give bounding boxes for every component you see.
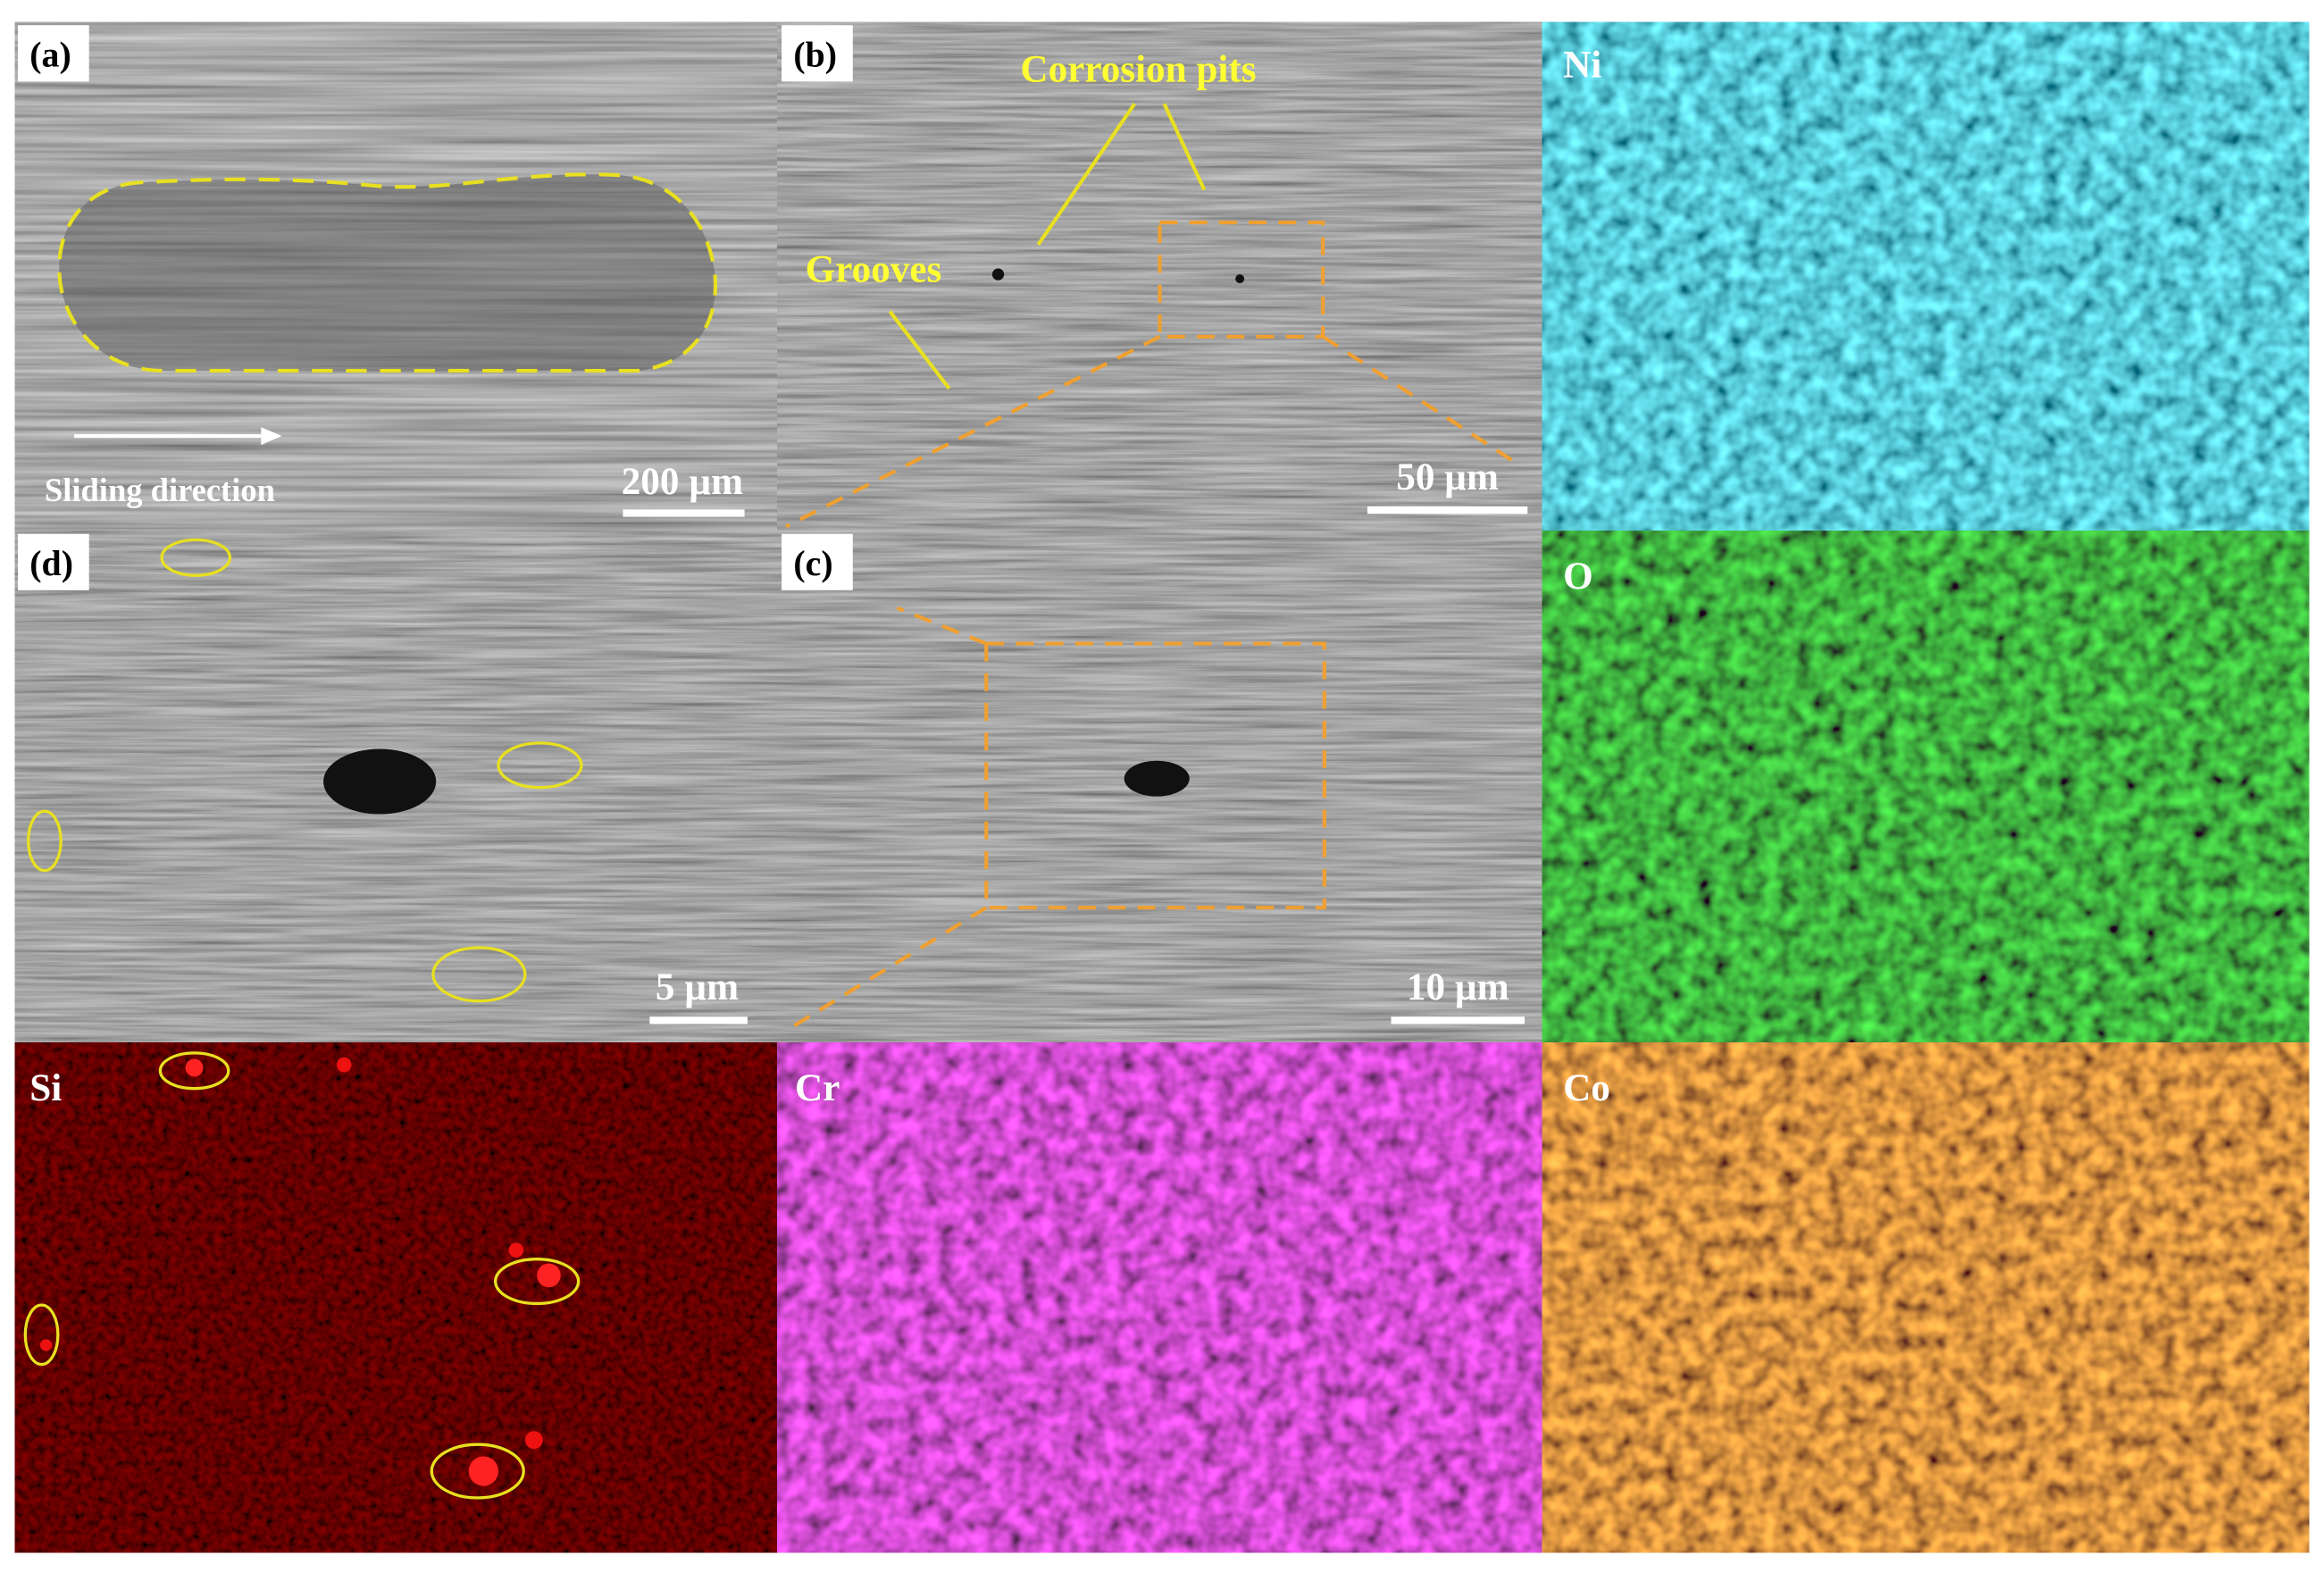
element-label: Si bbox=[29, 1067, 62, 1109]
element-label: O bbox=[1563, 556, 1593, 598]
si-spot bbox=[524, 1431, 543, 1450]
pit bbox=[991, 268, 1005, 280]
pit bbox=[1124, 760, 1190, 797]
si-spot bbox=[468, 1456, 498, 1486]
ni-map bbox=[1542, 21, 2310, 531]
zoom-line bbox=[785, 906, 988, 1033]
cr-map bbox=[777, 1042, 1542, 1553]
zoom-box bbox=[1158, 220, 1325, 339]
arrow-head bbox=[261, 427, 282, 446]
panel-label: (a) bbox=[29, 35, 71, 75]
highlight-ellipse bbox=[497, 741, 583, 790]
o-map bbox=[1542, 531, 2310, 1043]
highlight-ellipse bbox=[493, 1258, 581, 1306]
element-label: Cr bbox=[795, 1067, 840, 1109]
arrow bbox=[1162, 103, 1207, 191]
element-label: Co bbox=[1563, 1067, 1610, 1109]
zoom-line bbox=[785, 335, 1161, 529]
zoom-box bbox=[984, 641, 1326, 910]
label-box bbox=[782, 533, 853, 590]
si-spot bbox=[337, 1057, 352, 1073]
element-label: Ni bbox=[1563, 44, 1601, 86]
highlight-ellipse bbox=[26, 809, 63, 873]
scale-bar-label: 5 µm bbox=[656, 966, 739, 1008]
annotation: Corrosion pits bbox=[1020, 48, 1256, 90]
co-map bbox=[1542, 1042, 2310, 1553]
sem-image-b bbox=[777, 21, 1542, 531]
highlight-ellipse bbox=[430, 1442, 525, 1500]
pit bbox=[1235, 274, 1245, 284]
si-spot bbox=[185, 1058, 204, 1077]
zoom-line bbox=[896, 606, 988, 646]
label-box bbox=[18, 533, 89, 590]
si-spot bbox=[508, 1242, 524, 1258]
si-spot bbox=[39, 1339, 53, 1351]
scale-bar-label: 200 µm bbox=[622, 461, 743, 503]
pit bbox=[323, 748, 437, 815]
scale-bar-label: 50 µm bbox=[1396, 456, 1499, 498]
arrow bbox=[888, 310, 951, 390]
annotation: Sliding direction bbox=[45, 472, 275, 508]
scale-bar-label: 10 µm bbox=[1407, 966, 1509, 1008]
highlight-ellipse bbox=[160, 538, 232, 577]
label-box bbox=[18, 25, 89, 82]
zoom-line bbox=[1322, 335, 1517, 464]
annotation: Grooves bbox=[806, 248, 942, 290]
highlight-ellipse bbox=[23, 1303, 60, 1367]
highlight-ellipse bbox=[431, 946, 527, 1003]
si-spot bbox=[537, 1263, 561, 1288]
highlight-ellipse bbox=[158, 1051, 230, 1091]
panel-label: (c) bbox=[793, 543, 832, 583]
arrow bbox=[1036, 103, 1136, 247]
panel-label: (b) bbox=[793, 35, 837, 75]
wear-track-outline bbox=[57, 172, 718, 373]
si-map bbox=[14, 1042, 778, 1553]
label-box bbox=[782, 25, 853, 82]
panel-label: (d) bbox=[29, 543, 73, 583]
